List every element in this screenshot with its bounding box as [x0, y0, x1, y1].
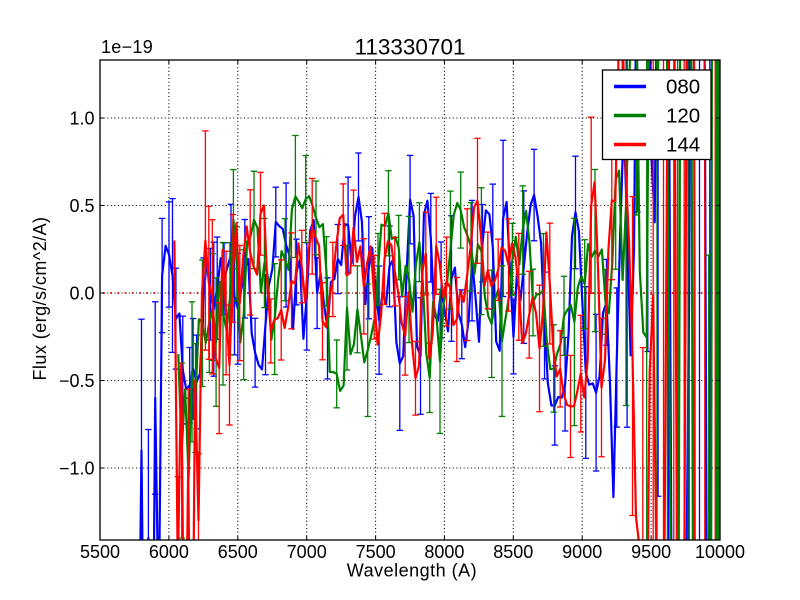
svg-text:113330701: 113330701: [355, 35, 466, 60]
svg-text:−0.5: −0.5: [59, 371, 95, 391]
svg-text:10000: 10000: [695, 542, 745, 562]
svg-text:120: 120: [666, 105, 700, 128]
svg-text:080: 080: [666, 76, 700, 99]
svg-text:Flux (erg/s/cm^2/A): Flux (erg/s/cm^2/A): [30, 216, 50, 380]
svg-text:8000: 8000: [424, 542, 464, 562]
svg-text:1e−19: 1e−19: [101, 37, 153, 57]
svg-text:5500: 5500: [80, 542, 120, 562]
svg-text:9000: 9000: [562, 542, 602, 562]
svg-text:144: 144: [666, 134, 700, 157]
svg-text:0.0: 0.0: [69, 284, 94, 304]
svg-text:Wavelength (A): Wavelength (A): [347, 561, 477, 581]
svg-text:−1.0: −1.0: [59, 459, 95, 479]
svg-text:7000: 7000: [287, 542, 327, 562]
svg-text:1.0: 1.0: [69, 109, 94, 129]
svg-text:6000: 6000: [149, 542, 189, 562]
svg-text:8500: 8500: [493, 542, 533, 562]
svg-text:6500: 6500: [218, 542, 258, 562]
svg-text:0.5: 0.5: [69, 196, 94, 216]
svg-text:9500: 9500: [631, 542, 671, 562]
svg-text:7500: 7500: [356, 542, 396, 562]
